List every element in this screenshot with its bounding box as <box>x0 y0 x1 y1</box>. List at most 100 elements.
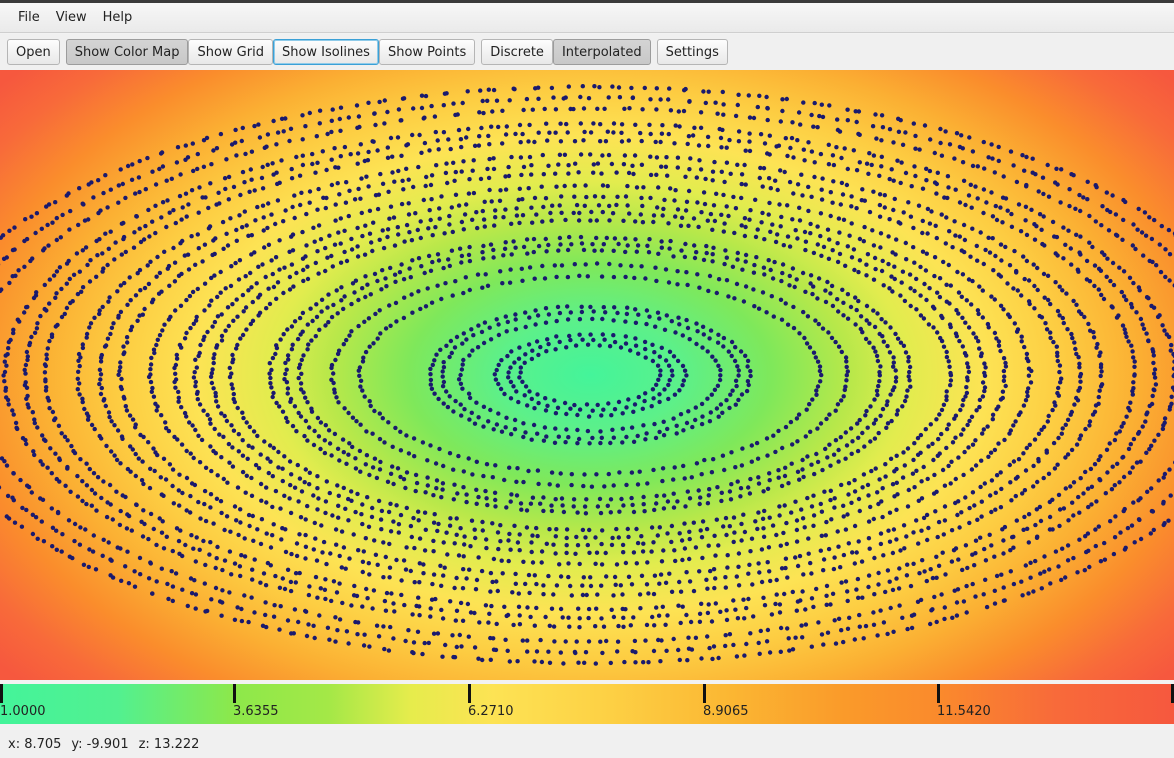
data-point <box>888 392 893 397</box>
data-point <box>994 407 999 412</box>
data-point <box>379 287 384 292</box>
data-point <box>703 176 708 182</box>
data-point <box>1094 499 1099 504</box>
data-point <box>91 533 97 538</box>
data-point <box>672 392 678 397</box>
data-point <box>528 614 533 620</box>
data-point <box>293 580 298 585</box>
data-point <box>985 424 990 429</box>
data-point <box>338 105 344 110</box>
data-point <box>949 459 954 464</box>
data-point <box>68 489 73 494</box>
show-grid-toggle[interactable]: Show Grid <box>188 39 273 65</box>
data-point <box>575 412 580 418</box>
data-point <box>457 246 463 251</box>
data-point <box>835 117 840 122</box>
menu-file[interactable]: File <box>18 10 40 25</box>
data-point <box>695 329 700 334</box>
data-point <box>535 392 540 397</box>
data-point <box>460 386 465 391</box>
data-point <box>474 577 480 583</box>
data-point <box>819 187 824 192</box>
data-point <box>682 521 687 526</box>
data-point <box>507 659 512 664</box>
settings-button[interactable]: Settings <box>656 39 728 65</box>
data-point <box>247 424 252 430</box>
data-point <box>631 409 636 414</box>
open-button[interactable]: Open <box>7 39 60 65</box>
data-point <box>1021 168 1027 173</box>
data-point <box>753 234 759 240</box>
data-point <box>538 344 543 350</box>
data-point <box>451 654 456 660</box>
interpolated-toggle[interactable]: Interpolated <box>552 39 651 65</box>
data-point <box>532 659 537 664</box>
data-point <box>277 238 282 243</box>
data-point <box>594 550 600 555</box>
data-point <box>682 368 688 373</box>
data-point <box>327 637 332 642</box>
data-point <box>590 435 595 441</box>
show-isolines-toggle[interactable]: Show Isolines <box>272 39 379 65</box>
data-point <box>662 493 667 498</box>
data-point <box>316 496 321 501</box>
data-point <box>715 383 721 388</box>
show-points-toggle[interactable]: Show Points <box>378 39 476 65</box>
data-point <box>142 285 148 291</box>
data-point <box>305 438 310 443</box>
data-point <box>53 416 58 421</box>
menu-view[interactable]: View <box>55 10 87 25</box>
data-point <box>861 239 866 244</box>
data-point <box>329 118 334 123</box>
data-point <box>888 456 894 461</box>
data-point <box>960 403 965 408</box>
menu-help[interactable]: Help <box>102 10 133 25</box>
data-point <box>416 518 421 523</box>
color-map-plot[interactable] <box>0 70 1174 680</box>
data-point <box>459 219 465 225</box>
data-point <box>444 161 449 166</box>
data-point <box>24 236 30 242</box>
data-point <box>944 397 949 403</box>
data-point <box>606 401 611 406</box>
data-point <box>386 648 392 653</box>
data-point <box>519 172 524 178</box>
data-point <box>987 250 993 255</box>
data-point <box>687 99 692 104</box>
data-point <box>803 607 808 612</box>
data-point <box>687 496 693 501</box>
data-point <box>529 549 534 555</box>
data-point <box>843 579 849 584</box>
data-point <box>1046 194 1052 199</box>
data-point <box>81 562 87 567</box>
data-point <box>439 583 444 588</box>
data-point <box>934 191 939 196</box>
data-point <box>674 431 679 436</box>
data-point <box>810 397 815 402</box>
data-point <box>551 624 557 629</box>
data-point <box>374 623 380 628</box>
data-point <box>224 157 229 162</box>
data-point <box>966 369 972 375</box>
show-color-map-toggle[interactable]: Show Color Map <box>65 39 189 65</box>
data-point <box>832 496 837 501</box>
data-point <box>864 273 869 278</box>
data-point <box>240 469 246 475</box>
data-point <box>771 314 776 319</box>
data-point <box>724 145 729 150</box>
data-point <box>667 349 673 354</box>
data-point <box>540 219 545 224</box>
data-point <box>704 526 710 532</box>
data-point <box>422 510 428 515</box>
discrete-toggle[interactable]: Discrete <box>481 39 553 65</box>
data-point <box>1108 519 1113 524</box>
data-point <box>330 264 335 269</box>
data-point <box>658 572 664 577</box>
data-point <box>1074 232 1079 237</box>
data-point <box>365 596 370 601</box>
data-point <box>893 368 898 373</box>
data-point <box>735 250 740 256</box>
data-point <box>419 150 424 155</box>
data-point <box>697 158 702 163</box>
data-point <box>736 373 741 378</box>
